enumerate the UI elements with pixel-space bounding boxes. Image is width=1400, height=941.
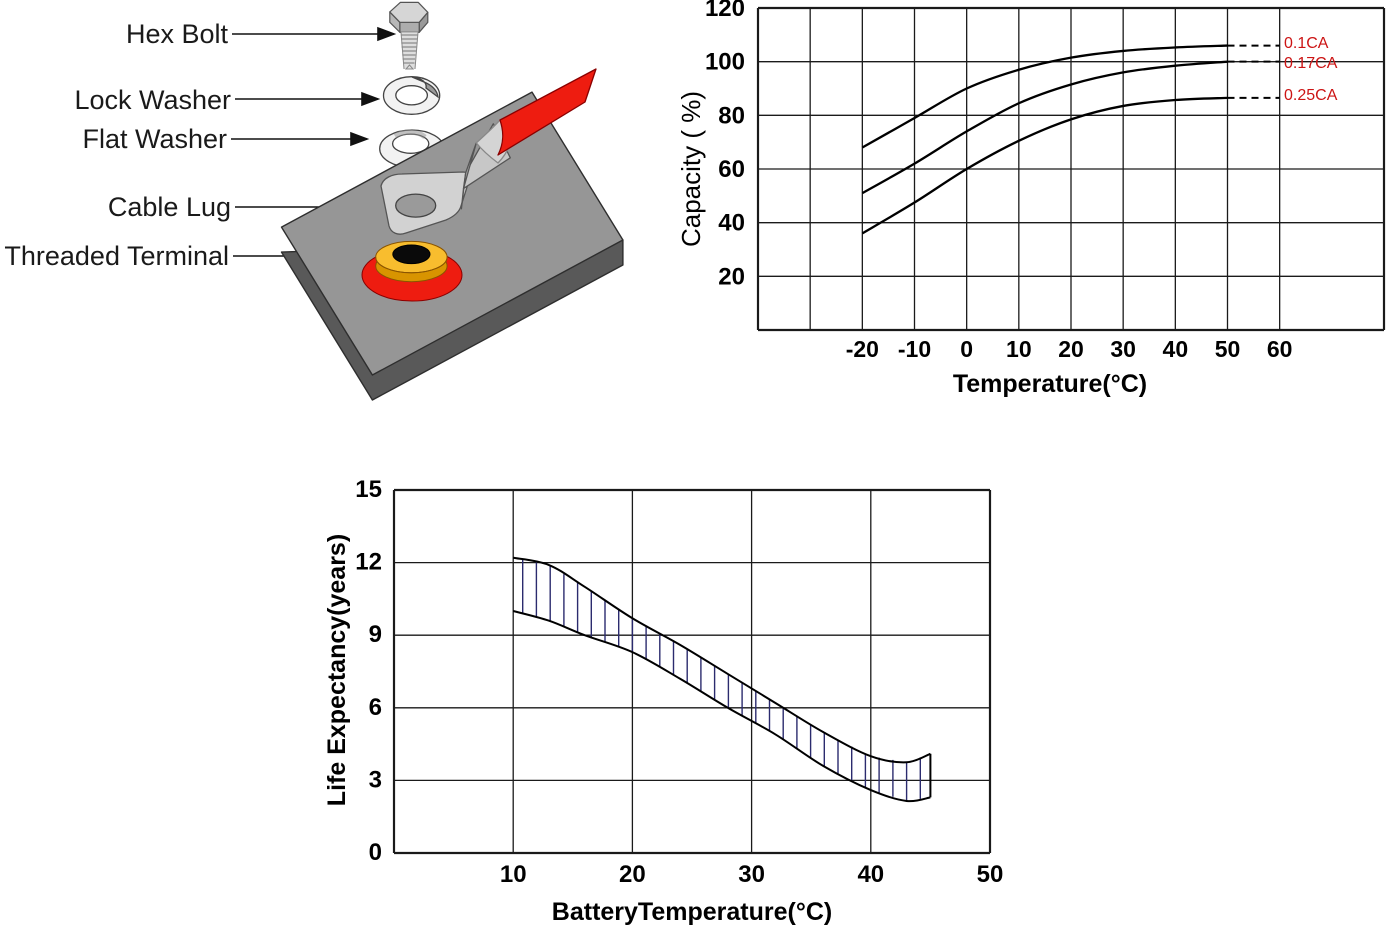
svg-text:3: 3 xyxy=(369,766,382,793)
svg-text:30: 30 xyxy=(738,861,765,888)
svg-text:6: 6 xyxy=(369,694,382,721)
svg-text:50: 50 xyxy=(977,861,1004,888)
svg-text:15: 15 xyxy=(355,476,382,503)
svg-text:20: 20 xyxy=(619,861,646,888)
svg-text:0: 0 xyxy=(369,839,382,866)
svg-text:BatteryTemperature(°C): BatteryTemperature(°C) xyxy=(552,898,832,926)
svg-text:9: 9 xyxy=(369,621,382,648)
svg-text:Life Expectancy(years): Life Expectancy(years) xyxy=(323,534,351,806)
svg-text:10: 10 xyxy=(500,861,527,888)
svg-text:12: 12 xyxy=(355,549,382,576)
svg-text:40: 40 xyxy=(857,861,884,888)
